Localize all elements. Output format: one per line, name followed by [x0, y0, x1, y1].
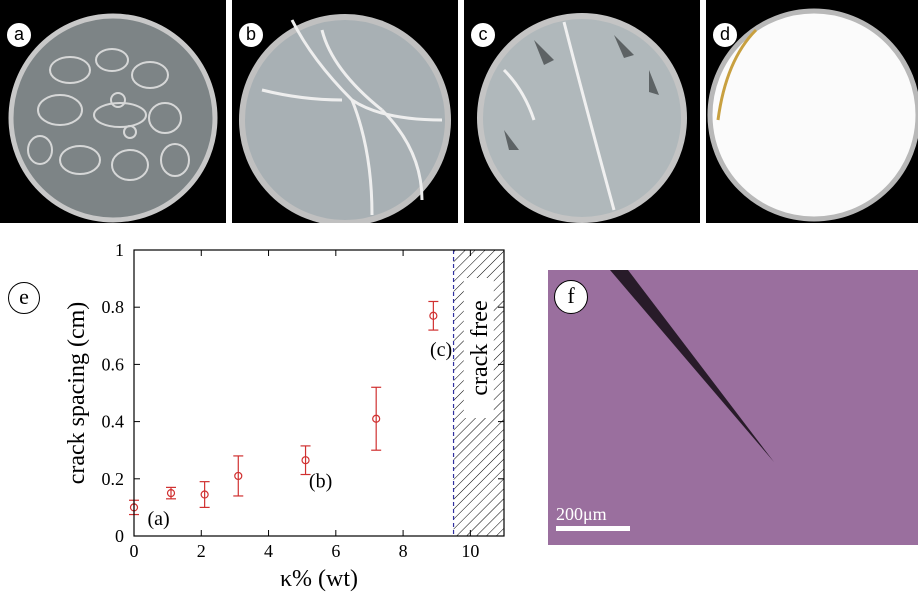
crack-spacing-chart: crack free (a) (b) (c) 0 2 4 6 8 10 0 0.2 0.4 0.6 0.…: [64, 240, 505, 592]
data-point: [199, 481, 210, 508]
crack-free-region: crack free: [452, 250, 504, 536]
y-axis-label: crack spacing (cm): [64, 302, 90, 485]
x-tick-label: 4: [264, 541, 273, 561]
crack-tip-micrograph: [610, 270, 774, 462]
scale-bar-label: 200μm: [556, 504, 607, 524]
y-tick-label: 0.8: [102, 297, 125, 317]
film-photo-b: [239, 14, 451, 223]
x-tick-label: 2: [197, 541, 206, 561]
point-marker: [372, 414, 381, 423]
panel-tag-f: f: [554, 280, 588, 314]
data-point: [428, 300, 439, 331]
data-point: [233, 455, 244, 497]
point-marker: [234, 471, 243, 481]
x-tick-label: 10: [461, 541, 479, 561]
panel-tag-e: e: [8, 282, 40, 314]
panel-tag-a: a: [6, 22, 32, 48]
film-photo-c: [477, 13, 687, 223]
photo-panel-a: a: [0, 0, 226, 223]
point-annotation: (b): [309, 471, 332, 493]
x-axis-label: κ% (wt): [280, 566, 358, 592]
point-marker: [301, 456, 310, 465]
panel-tag-b: b: [238, 22, 264, 48]
point-marker: [200, 490, 209, 499]
data-point: [371, 386, 382, 451]
photo-panel-c: c: [464, 0, 700, 223]
y-tick-label: 0: [115, 526, 124, 546]
point-marker: [166, 489, 176, 498]
film-photo-a: [8, 13, 218, 223]
x-tick-label: 6: [331, 541, 340, 561]
x-tick-label: 8: [399, 541, 408, 561]
panel-tag-d: d: [712, 22, 738, 48]
y-tick-label: 1: [115, 240, 124, 260]
photo-panel-b: b: [232, 0, 458, 223]
panel-tag-c: c: [470, 22, 496, 48]
plot-frame: [133, 249, 505, 537]
crack-free-label: crack free: [467, 300, 493, 395]
micrograph-panel-f: f 200μm: [548, 270, 918, 545]
scale-bar: [556, 526, 630, 531]
film-photo-d: [707, 8, 918, 222]
y-tick-label: 0.4: [102, 412, 125, 432]
point-marker: [429, 311, 438, 320]
y-tick-label: 0.6: [102, 354, 125, 374]
x-tick-label: 0: [130, 541, 139, 561]
data-point: [166, 486, 176, 500]
point-annotation: (a): [147, 508, 169, 530]
photo-panel-d: d: [706, 0, 918, 223]
point-annotation: (c): [430, 339, 452, 361]
y-tick-label: 0.2: [102, 469, 125, 489]
data-point: [300, 445, 311, 476]
